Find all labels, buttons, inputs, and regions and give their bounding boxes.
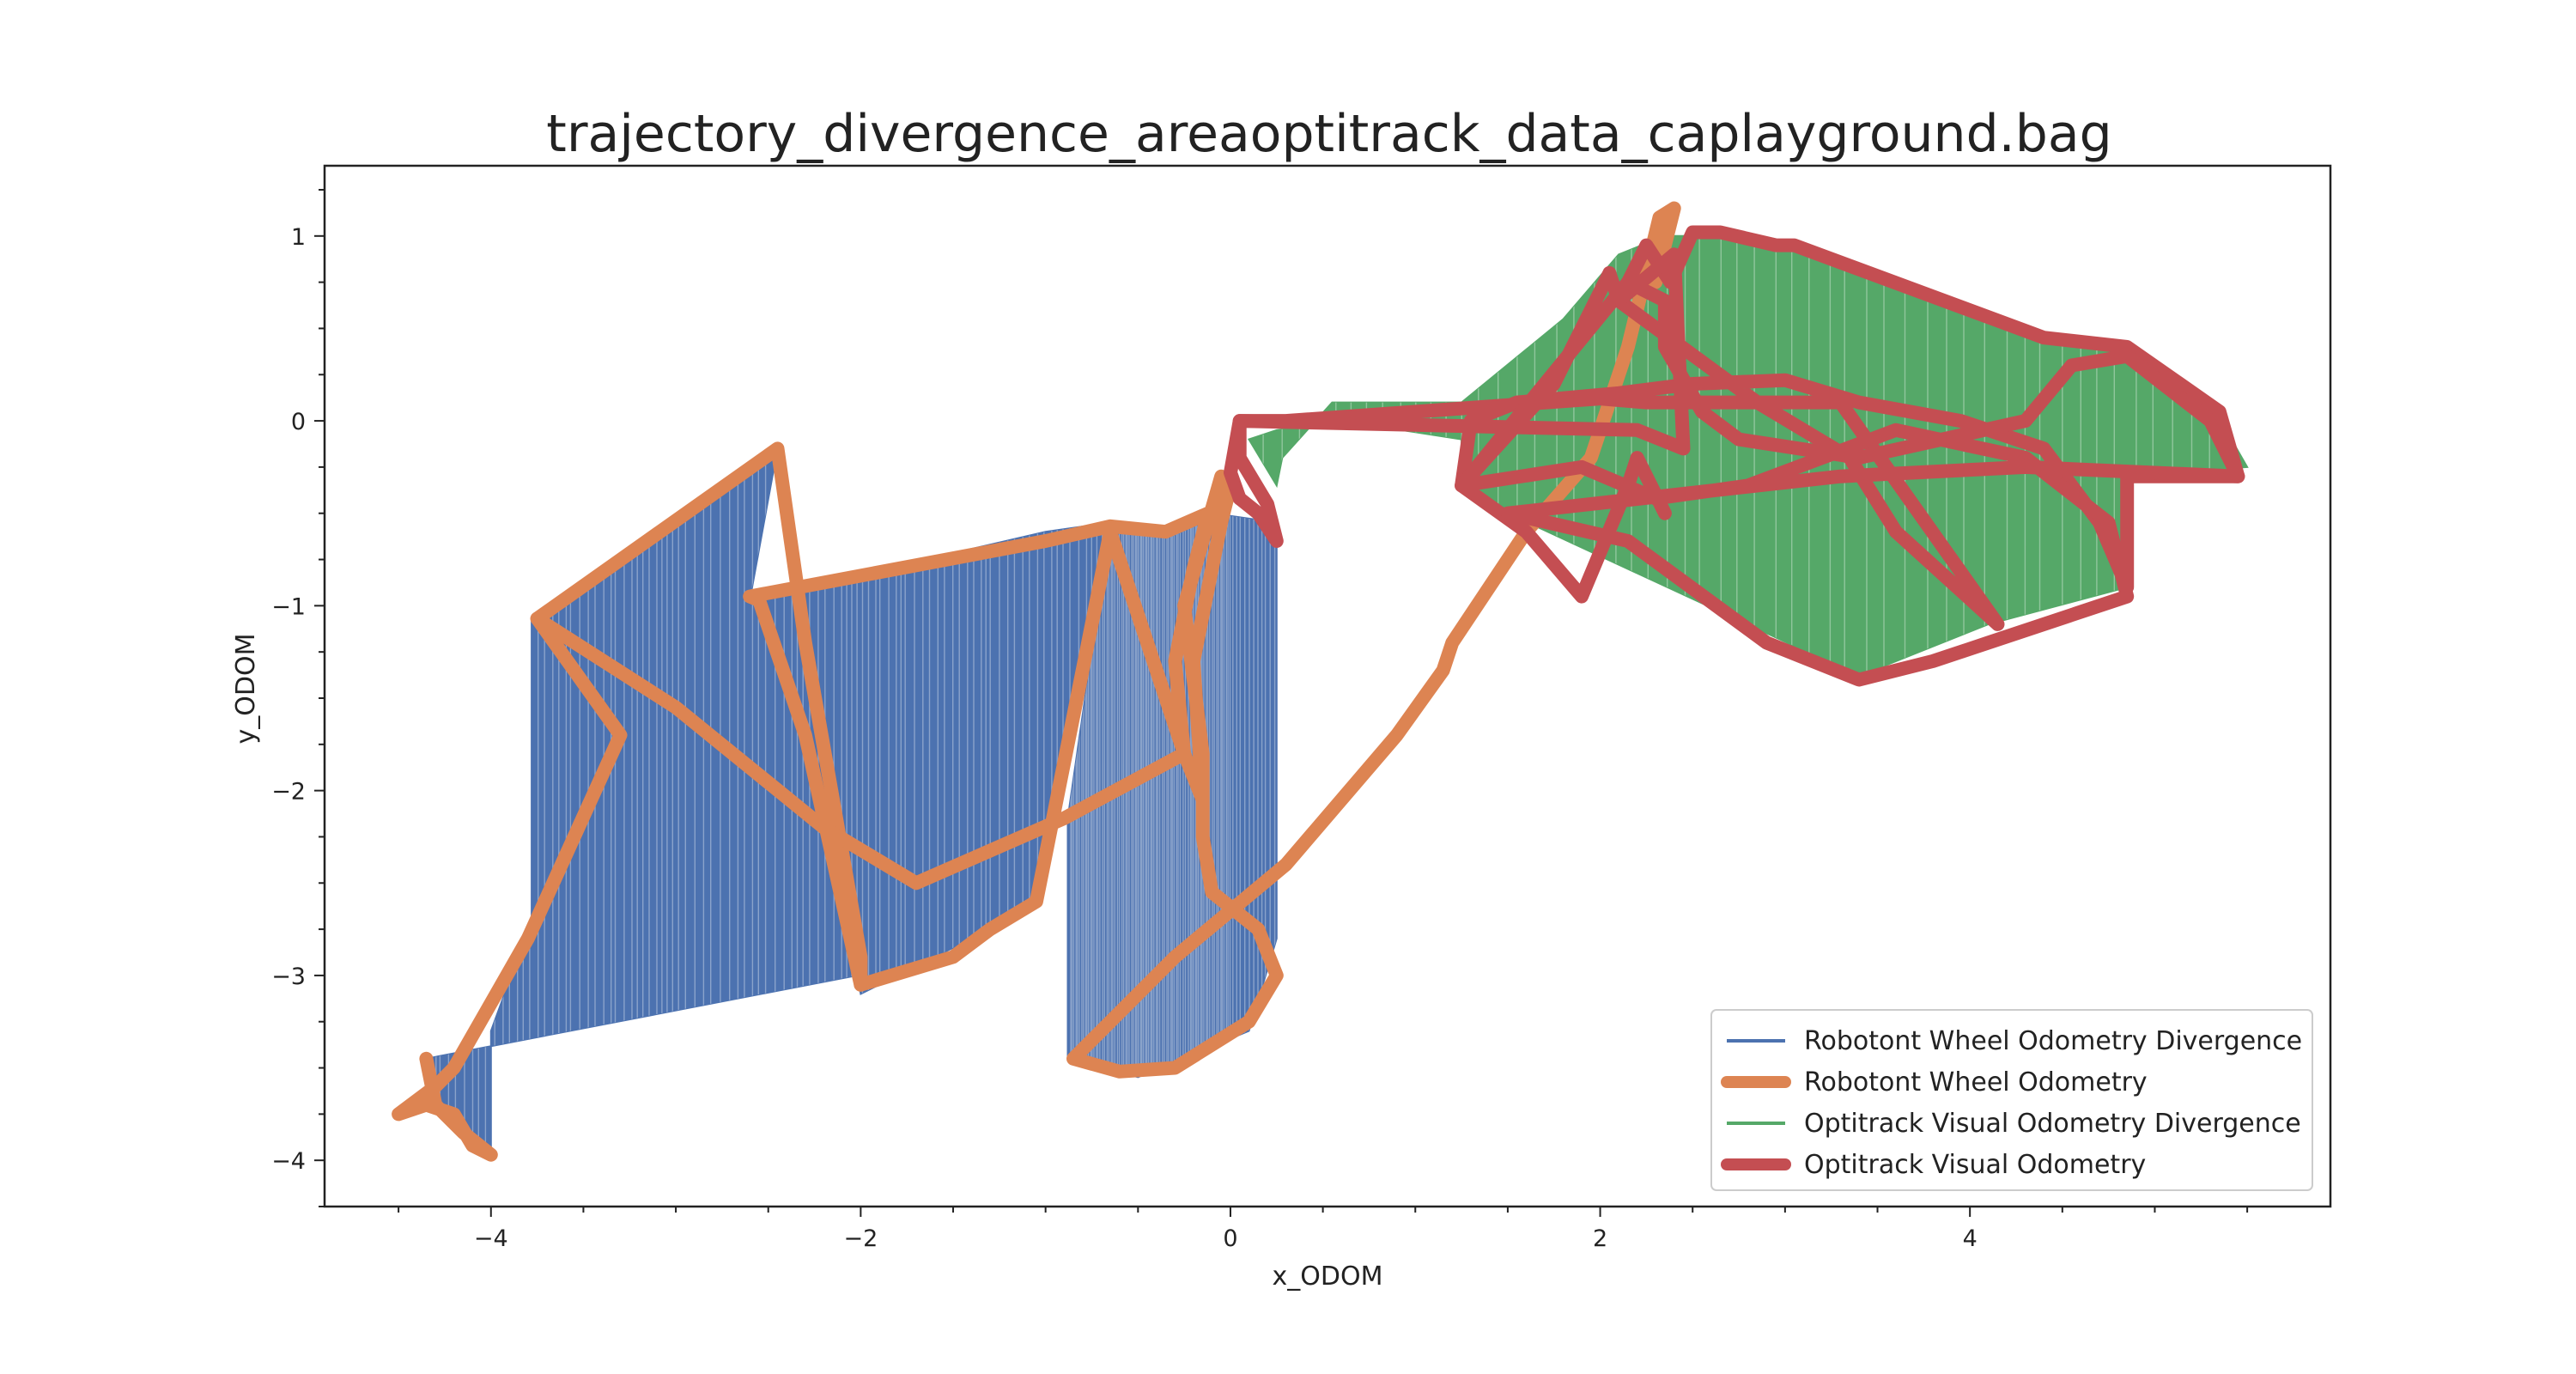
- y-tick-label: −2: [271, 779, 306, 806]
- y-tick-label: −3: [271, 964, 306, 990]
- chart-title: trajectory_divergence_areaoptitrack_data…: [546, 104, 2111, 164]
- x-tick-label: 0: [1223, 1225, 1237, 1252]
- optitrack-visual-odometry-line-2: [1232, 247, 2245, 687]
- plot-frame: [323, 164, 2332, 1208]
- legend: Robotont Wheel Odometry Divergence Roboto…: [1710, 1009, 2313, 1191]
- optitrack-visual-odometry-line-1: [1224, 225, 2245, 631]
- x-tick-label: −2: [843, 1225, 878, 1252]
- robotont-wheel-odometry-line-2: [392, 506, 1216, 1162]
- y-tick-label: −4: [271, 1148, 306, 1175]
- y-tick-label: −1: [271, 593, 306, 620]
- y-tick-label: 0: [291, 409, 306, 435]
- y-axis-label: y_ODOM: [231, 634, 261, 745]
- robotont-wheel-odometry-line-1: [530, 201, 1681, 1079]
- legend-label-optitrack-visual-odometry: Optitrack Visual Odometry: [1804, 1150, 2146, 1180]
- legend-label-robotont-wheel-odometry: Robotont Wheel Odometry: [1804, 1067, 2148, 1097]
- series-layer: [392, 201, 2245, 1162]
- x-tick-label: 4: [1963, 1225, 1978, 1252]
- plot-area: [323, 164, 2332, 1208]
- y-axis: −4 −3 −2 −1 0 1: [271, 188, 325, 1207]
- x-axis: −4 −2 0 2 4: [398, 1207, 2249, 1252]
- legend-label-robotont-wheel-odometry-divergence: Robotont Wheel Odometry Divergence: [1804, 1026, 2302, 1056]
- x-tick-label: 2: [1593, 1225, 1607, 1252]
- x-axis-label: x_ODOM: [1273, 1262, 1383, 1292]
- y-tick-label: 1: [291, 224, 306, 251]
- legend-box: [1710, 1009, 2313, 1191]
- x-tick-label: −4: [474, 1225, 508, 1252]
- legend-label-optitrack-visual-odometry-divergence: Optitrack Visual Odometry Divergence: [1804, 1109, 2301, 1139]
